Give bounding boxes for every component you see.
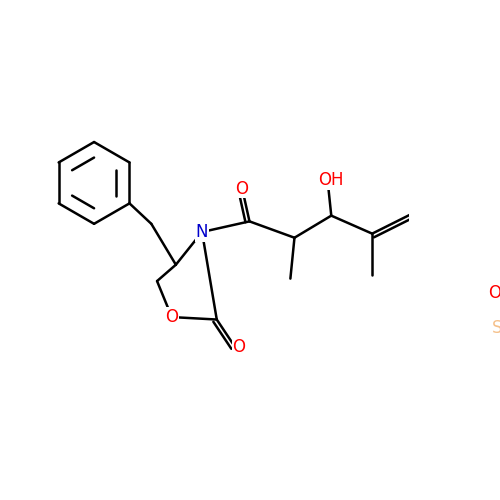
Text: O: O — [166, 308, 178, 326]
Text: O: O — [235, 180, 248, 198]
Text: O: O — [488, 284, 500, 302]
Text: N: N — [196, 223, 208, 241]
Text: Si: Si — [492, 318, 500, 336]
Text: O: O — [232, 338, 245, 355]
Text: OH: OH — [318, 172, 344, 190]
